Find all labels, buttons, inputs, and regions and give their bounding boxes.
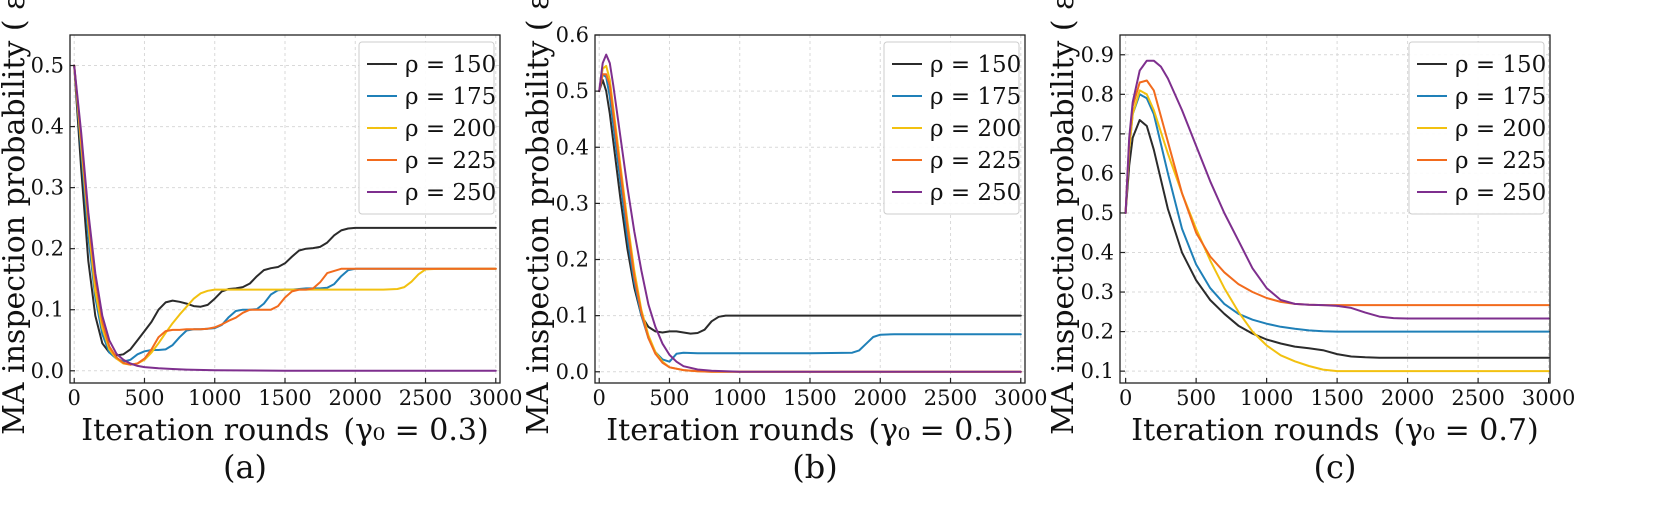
legend-label: ρ = 150 xyxy=(930,52,1021,78)
y-tick-label: 0.7 xyxy=(1081,122,1114,146)
x-tick-label: 2500 xyxy=(924,386,977,410)
x-axis-label: Iteration rounds (γ₀ = 0.5) xyxy=(606,413,1013,448)
y-tick-label: 0.5 xyxy=(31,54,64,78)
y-axis-label: MA inspection probability ( ε ) xyxy=(1046,0,1081,435)
legend-label: ρ = 200 xyxy=(405,116,496,142)
series-line-4 xyxy=(598,73,1022,373)
x-tick-label: 3000 xyxy=(469,386,522,410)
y-tick-label: 0.4 xyxy=(1081,241,1114,265)
y-tick-label: 0.4 xyxy=(31,115,64,139)
x-tick-label: 1000 xyxy=(1240,386,1293,410)
x-tick-label: 500 xyxy=(1176,386,1216,410)
y-tick-label: 0.3 xyxy=(1081,280,1114,304)
x-axis-label: Iteration rounds (γ₀ = 0.7) xyxy=(1131,413,1538,448)
x-axis-label-text: Iteration rounds xyxy=(81,413,329,448)
legend-label: ρ = 250 xyxy=(1455,180,1546,206)
x-tick-label: 0 xyxy=(593,386,606,410)
y-tick-label: 0.2 xyxy=(556,248,589,272)
series-line-5 xyxy=(73,64,497,372)
legend: ρ = 150 ρ = 175 ρ = 200 ρ = 225 ρ = 250 xyxy=(883,41,1021,215)
series-line-4 xyxy=(73,64,497,366)
x-axis-label-param: (γ₀ = 0.5) xyxy=(868,413,1013,448)
chart-panel-a: 0 500 1000 1500 2000 2500 3000 0.0 0.1 0.2 0.3 0.4 0… xyxy=(0,0,523,486)
series-line-4 xyxy=(1124,79,1550,307)
series-line-5 xyxy=(1124,59,1550,320)
y-tick-label: 0.1 xyxy=(31,298,64,322)
x-tick-label: 0 xyxy=(68,386,81,410)
legend: ρ = 150 ρ = 175 ρ = 200 ρ = 225 ρ = 250 xyxy=(358,41,496,215)
y-tick-label: 0.9 xyxy=(1081,43,1114,67)
series-line-2 xyxy=(598,73,1022,363)
x-axis-label-param: (γ₀ = 0.3) xyxy=(343,413,488,448)
series-line-3 xyxy=(1124,89,1550,373)
x-tick-label: 2000 xyxy=(854,386,907,410)
legend-label: ρ = 150 xyxy=(1455,52,1546,78)
y-tick-label: 0.4 xyxy=(556,135,589,159)
legend-label: ρ = 250 xyxy=(405,180,496,206)
y-tick-label: 0.3 xyxy=(556,191,589,215)
x-tick-label: 3000 xyxy=(994,386,1047,410)
x-tick-label: 2500 xyxy=(399,386,452,410)
legend: ρ = 150 ρ = 175 ρ = 200 ρ = 225 ρ = 250 xyxy=(1408,41,1546,215)
legend-label: ρ = 225 xyxy=(930,148,1021,174)
x-tick-label: 2500 xyxy=(1451,386,1504,410)
x-tick-label: 1500 xyxy=(258,386,311,410)
x-tick-label: 0 xyxy=(1119,386,1132,410)
y-axis-label: MA inspection probability ( ε ) xyxy=(0,0,32,435)
x-tick-label: 1500 xyxy=(783,386,836,410)
chart-panel-b: 0 500 1000 1500 2000 2500 3000 0.0 0.1 0.2 0.3 0.4 0… xyxy=(521,0,1048,486)
plot-frame xyxy=(1119,34,1551,384)
x-tick-label: 2000 xyxy=(329,386,382,410)
legend-box xyxy=(1408,41,1545,215)
series-line-5 xyxy=(598,53,1022,373)
legend-label: ρ = 200 xyxy=(1455,116,1546,142)
y-axis-label: MA inspection probability ( ε ) xyxy=(521,0,556,435)
x-tick-label: 1000 xyxy=(713,386,766,410)
y-tick-label: 0.0 xyxy=(31,359,64,383)
chart-panel-c: 0 500 1000 1500 2000 2500 3000 0.1 0.2 0.3 0.4 0.5 0… xyxy=(1046,0,1575,486)
legend-label: ρ = 225 xyxy=(1455,148,1546,174)
x-tick-label: 3000 xyxy=(1522,386,1575,410)
x-axis-label: Iteration rounds (γ₀ = 0.3) xyxy=(81,413,488,448)
x-tick-label: 1500 xyxy=(1310,386,1363,410)
series-line-2 xyxy=(1124,93,1550,333)
y-tick-label: 0.2 xyxy=(31,237,64,261)
x-tick-label: 2000 xyxy=(1381,386,1434,410)
legend-label: ρ = 150 xyxy=(405,52,496,78)
legend-label: ρ = 175 xyxy=(930,84,1021,110)
series-line-1 xyxy=(598,78,1022,335)
x-tick-label: 500 xyxy=(124,386,164,410)
y-tick-label: 0.1 xyxy=(556,304,589,328)
y-tick-label: 0.8 xyxy=(1081,82,1114,106)
y-tick-label: 0.6 xyxy=(1081,161,1114,185)
y-tick-label: 0.0 xyxy=(556,360,589,384)
y-tick-label: 0.5 xyxy=(556,79,589,103)
x-axis-label-text: Iteration rounds xyxy=(1131,413,1379,448)
legend-box xyxy=(883,41,1020,215)
x-tick-label: 1000 xyxy=(188,386,241,410)
y-tick-label: 0.2 xyxy=(1081,320,1114,344)
legend-label: ρ = 250 xyxy=(930,180,1021,206)
legend-box xyxy=(358,41,495,215)
y-tick-label: 0.6 xyxy=(556,23,589,47)
y-tick-label: 0.3 xyxy=(31,176,64,200)
legend-label: ρ = 175 xyxy=(1455,84,1546,110)
legend-label: ρ = 175 xyxy=(405,84,496,110)
x-tick-label: 500 xyxy=(649,386,689,410)
x-axis-label-text: Iteration rounds xyxy=(606,413,854,448)
series-line-1 xyxy=(1124,119,1550,359)
panel-caption: (a) xyxy=(223,448,267,486)
x-axis-label-param: (γ₀ = 0.7) xyxy=(1393,413,1538,448)
y-tick-label: 0.1 xyxy=(1081,359,1114,383)
legend-label: ρ = 225 xyxy=(405,148,496,174)
y-tick-label: 0.5 xyxy=(1081,201,1114,225)
legend-label: ρ = 200 xyxy=(930,116,1021,142)
panel-caption: (b) xyxy=(792,448,837,486)
panel-caption: (c) xyxy=(1314,448,1357,486)
